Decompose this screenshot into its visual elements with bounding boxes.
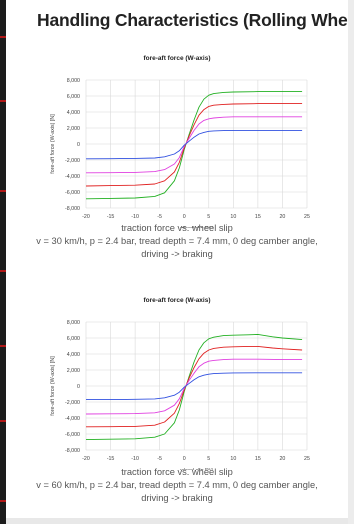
series-line-2 [85, 345, 303, 428]
y-axis-label: fore-aft force (W-axis) [N] [50, 114, 56, 174]
y-tick-label: 6,000 [67, 94, 80, 100]
x-tick-label: 0 [183, 214, 186, 220]
y-axis-label: fore-aft force (W-axis) [N] [50, 356, 56, 416]
series-line-4 [85, 372, 303, 401]
page-footer-strip [6, 518, 348, 524]
y-tick-label: 4,000 [67, 110, 80, 116]
x-tick-label: -10 [131, 214, 139, 220]
y-tick-label: 2,000 [67, 126, 80, 132]
report-page: Handling Characteristics (Rolling Wheel)… [6, 0, 354, 524]
x-tick-label: -20 [82, 214, 90, 220]
x-tick-label: 5 [207, 214, 210, 220]
y-tick-label: 6,000 [67, 336, 80, 342]
edge-marker [0, 420, 6, 422]
scrollbar-track[interactable] [348, 0, 354, 524]
x-axis-label: wheel slip [%] [180, 468, 213, 470]
edge-marker [0, 500, 6, 502]
x-tick-label: 10 [230, 456, 236, 462]
x-tick-label: 20 [279, 456, 285, 462]
edge-marker [0, 345, 6, 347]
x-tick-label: 10 [230, 214, 236, 220]
x-axis-label: wheel slip [%] [180, 226, 213, 228]
chart-title: fore-aft force (W-axis) [143, 297, 211, 304]
y-tick-label: -4,000 [65, 416, 80, 422]
caption-line: v = 60 km/h, p = 2.4 bar, tread depth = … [36, 480, 318, 490]
y-tick-label: -4,000 [65, 174, 80, 180]
y-tick-label: 8,000 [67, 320, 80, 326]
x-tick-label: -5 [157, 214, 162, 220]
caption-line: driving -> braking [141, 493, 213, 503]
y-tick-label: -8,000 [65, 448, 80, 454]
chart-caption: traction force vs. wheel slip v = 30 km/… [6, 222, 348, 261]
series-line-3 [85, 116, 303, 174]
chart-section-2: fore-aft force (W-axis) -8,000 -6,000 -4,0… [6, 290, 348, 515]
caption-line: driving -> braking [141, 249, 213, 259]
x-tick-label: 15 [255, 214, 261, 220]
series-line-2 [85, 103, 303, 187]
left-window-edge [0, 0, 6, 524]
chart-section-1: fore-aft force (W-axis) -8,000 -6,000 -4,0… [6, 48, 348, 268]
x-tick-label: -20 [82, 456, 90, 462]
y-tick-label: 0 [77, 384, 80, 390]
y-tick-label: -2,000 [65, 400, 80, 406]
y-tick-label: -2,000 [65, 158, 80, 164]
edge-marker [0, 36, 6, 38]
y-tick-label: -8,000 [65, 206, 80, 212]
x-tick-label: -5 [157, 456, 162, 462]
x-tick-label: 20 [279, 214, 285, 220]
y-tick-label: -6,000 [65, 432, 80, 438]
y-tick-label: 2,000 [67, 368, 80, 374]
x-tick-label: 15 [255, 456, 261, 462]
edge-marker [0, 270, 6, 272]
caption-line: traction force vs. wheel slip [121, 467, 233, 477]
y-tick-label: -6,000 [65, 190, 80, 196]
chart-2-plot: -8,000 -6,000 -4,000 -2,000 0 2,000 4,000 6,000… [50, 320, 310, 470]
page-title: Handling Characteristics (Rolling Wheel) [37, 10, 354, 30]
x-tick-label: -15 [107, 214, 115, 220]
series-line-3 [85, 358, 303, 415]
y-tick-label: 8,000 [67, 78, 80, 84]
series-line-1 [85, 333, 303, 441]
chart-caption: traction force vs. wheel slip v = 60 km/… [6, 466, 348, 505]
x-tick-label: 5 [207, 456, 210, 462]
caption-line: v = 30 km/h, p = 2.4 bar, tread depth = … [36, 236, 318, 246]
x-tick-label: 25 [304, 214, 310, 220]
edge-marker [0, 100, 6, 102]
series-line-4 [85, 129, 303, 160]
x-tick-label: 25 [304, 456, 310, 462]
y-tick-label: 0 [77, 142, 80, 148]
x-tick-label: -15 [107, 456, 115, 462]
x-tick-label: 0 [183, 456, 186, 462]
edge-marker [0, 190, 6, 192]
series-line-1 [85, 91, 303, 200]
caption-line: traction force vs. wheel slip [121, 223, 233, 233]
chart-title: fore-aft force (W-axis) [143, 55, 211, 62]
chart-1-plot: -8,000 -6,000 -4,000 -2,000 0 2,000 4,000 6,000… [50, 78, 310, 228]
y-tick-label: 4,000 [67, 352, 80, 358]
x-tick-label: -10 [131, 456, 139, 462]
